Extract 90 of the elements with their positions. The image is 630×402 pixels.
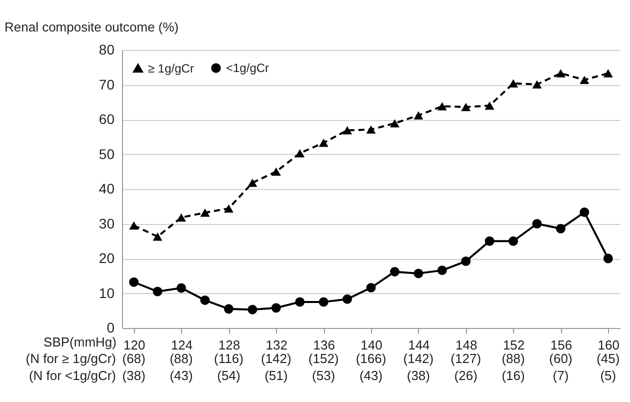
point: [248, 304, 258, 314]
x-tick-label: 132: [266, 338, 288, 352]
y-tick-label: 60: [98, 111, 115, 127]
point: [484, 236, 494, 246]
point: [129, 277, 139, 287]
y-tick-label: 70: [98, 76, 115, 92]
x-tick-label: 128: [218, 338, 240, 352]
x-tick-label: 156: [550, 338, 572, 352]
point: [556, 224, 566, 234]
text: (88): [502, 351, 525, 366]
y-tick-label: 50: [98, 146, 115, 162]
point: [484, 101, 494, 110]
text: (142): [260, 351, 292, 366]
x-tick-label: 148: [456, 338, 478, 352]
text: (5): [600, 368, 616, 383]
point: [271, 303, 281, 313]
point: [603, 254, 613, 264]
y-tick-label: 40: [98, 180, 115, 196]
point: [580, 76, 590, 84]
point: [342, 294, 352, 304]
x-tick-label: 124: [170, 338, 193, 352]
point: [390, 266, 400, 276]
point: [152, 286, 162, 296]
text: (43): [170, 368, 193, 383]
point: [508, 79, 518, 88]
y-tick-label: 30: [98, 215, 115, 232]
text: (N for ≥ 1g/gCr): [26, 351, 116, 366]
text: (68): [122, 351, 146, 366]
text: (38): [122, 368, 146, 383]
point: [129, 221, 139, 230]
text: (152): [308, 351, 339, 366]
text: (88): [170, 351, 193, 366]
point: [532, 80, 542, 89]
point: [556, 69, 566, 78]
text: (166): [356, 351, 386, 366]
y-tick-label: 80: [98, 42, 115, 58]
point: [603, 69, 613, 78]
point: [414, 268, 424, 278]
x-tick-label: 136: [313, 338, 335, 352]
point: [176, 283, 186, 293]
text: (53): [312, 368, 336, 383]
point: [461, 102, 471, 112]
y-axis-title: Renal composite outcome (%): [4, 20, 179, 34]
text: (43): [359, 368, 383, 383]
point: [295, 297, 305, 307]
point: [224, 304, 234, 314]
point: [437, 266, 447, 276]
legend-label: ≥ 1g/gCr: [148, 61, 194, 76]
point: [152, 232, 162, 241]
point: [414, 111, 424, 120]
point: [366, 125, 376, 134]
y-tick-label: 10: [98, 284, 115, 301]
x-tick-label: 144: [408, 338, 430, 352]
text: (38): [406, 368, 430, 383]
point: [318, 138, 328, 147]
point: [248, 178, 258, 187]
point: [532, 219, 542, 228]
x-tick-label: 160: [598, 338, 620, 352]
x-axis-title: SBP(mmHg): [44, 334, 116, 350]
y-tick-label: 0: [106, 320, 115, 336]
text: (142): [403, 351, 434, 366]
x-tick-label: 140: [360, 338, 382, 352]
text: (7): [552, 368, 569, 383]
point: [508, 236, 518, 246]
text: (16): [502, 368, 525, 383]
y-tick-label: 20: [98, 250, 115, 266]
point: [318, 297, 328, 307]
point: [461, 256, 471, 266]
text: (60): [549, 351, 572, 366]
text: (54): [217, 368, 240, 383]
text: (51): [264, 368, 288, 383]
text: (45): [596, 351, 620, 366]
point: [200, 208, 210, 217]
text: (26): [454, 368, 478, 383]
point: [580, 208, 590, 218]
point: [224, 204, 234, 213]
point: [437, 102, 447, 110]
x-tick-label: 120: [124, 338, 146, 352]
point: [342, 126, 352, 134]
point: [176, 213, 186, 222]
legend-label: <1g/gCr: [226, 61, 270, 76]
point: [295, 149, 305, 158]
point: [271, 168, 281, 176]
text: (116): [214, 351, 244, 366]
text: (127): [450, 351, 482, 366]
point: [200, 295, 210, 305]
text: (N for <1g/gCr): [28, 368, 116, 383]
point: [390, 119, 400, 128]
x-tick-label: 152: [502, 338, 525, 352]
point: [366, 282, 376, 292]
